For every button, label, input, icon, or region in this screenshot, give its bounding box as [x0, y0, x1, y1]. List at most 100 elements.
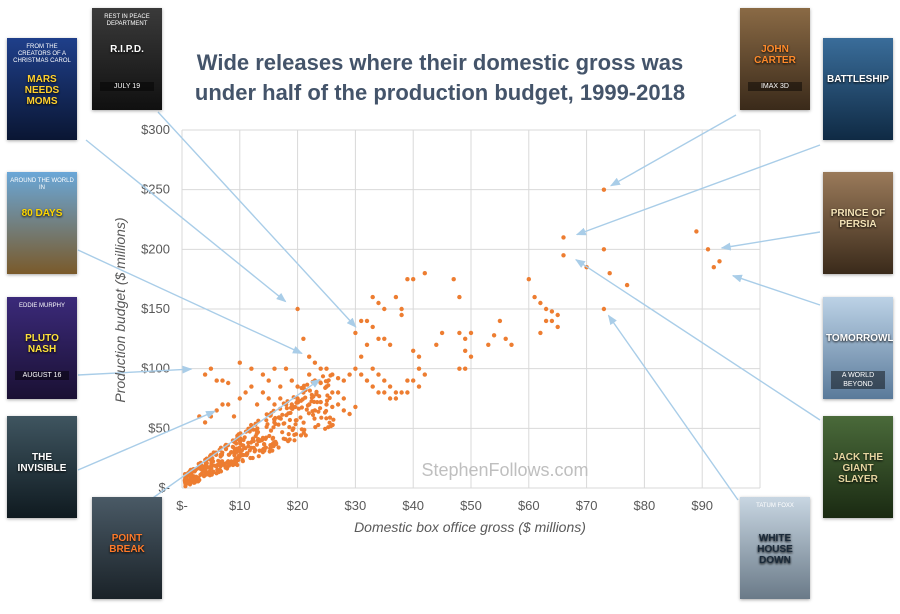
poster-battleship: BATTLESHIP — [823, 38, 893, 140]
y-tick-label: $200 — [141, 241, 170, 256]
y-tick-label: $100 — [141, 361, 170, 376]
poster-pluto-nash: EDDIE MURPHY PLUTO NASH AUGUST 16 — [7, 297, 77, 399]
poster-the-invisible: THE INVISIBLE — [7, 416, 77, 518]
data-point — [457, 294, 462, 300]
data-point — [238, 441, 243, 446]
data-point — [468, 330, 474, 336]
data-point — [182, 477, 188, 482]
x-axis-label: Domestic box office gross ($ millions) — [354, 519, 586, 535]
data-point — [555, 312, 560, 318]
data-point — [287, 417, 292, 423]
data-point — [370, 324, 375, 330]
annotation-arrow — [607, 314, 739, 501]
poster-jack-giant-slayer: JACK THE GIANT SLAYER — [823, 416, 893, 518]
data-point — [261, 446, 266, 451]
data-point — [286, 432, 291, 437]
annotation-arrow — [720, 231, 821, 251]
data-point — [382, 378, 387, 383]
data-point — [267, 433, 272, 439]
data-point — [231, 414, 237, 419]
data-point — [434, 342, 439, 347]
annotation-arrow — [77, 249, 303, 355]
poster-title: JACK THE GIANT SLAYER — [832, 452, 883, 485]
data-point — [272, 417, 277, 422]
data-point — [230, 462, 236, 468]
data-point — [228, 450, 234, 455]
data-point — [219, 452, 225, 457]
data-point — [220, 378, 225, 383]
data-point — [299, 405, 304, 410]
data-point — [316, 409, 321, 414]
chart-title: Wide releases where their domestic gross… — [170, 48, 710, 108]
data-point — [262, 442, 267, 447]
poster-mars-needs-moms: FROM THE CREATORS OF A CHRISTMAS CAROL MA… — [7, 38, 77, 140]
data-point — [240, 458, 245, 463]
data-point — [359, 354, 364, 359]
poster-title: TOMORROWLAND — [826, 333, 893, 344]
x-tick-label: $60 — [518, 498, 540, 513]
data-point — [538, 300, 543, 306]
title-line-1: Wide releases where their domestic gross… — [196, 50, 684, 75]
data-point — [268, 428, 274, 433]
data-point — [543, 306, 549, 312]
data-point — [323, 426, 328, 431]
data-point — [318, 399, 323, 405]
data-point — [214, 378, 219, 383]
data-point — [283, 366, 289, 371]
data-point — [370, 384, 375, 389]
data-point — [276, 445, 281, 450]
data-point — [324, 366, 329, 371]
data-point — [243, 446, 248, 451]
data-point — [289, 378, 294, 383]
annotation-arrow — [157, 111, 357, 328]
y-tick-label: $50 — [148, 420, 170, 435]
x-tick-label: $40 — [402, 498, 424, 513]
data-point — [422, 271, 427, 276]
data-point — [341, 408, 346, 413]
data-point — [532, 294, 537, 300]
data-point — [543, 318, 549, 324]
data-point — [405, 277, 410, 282]
data-point — [549, 318, 555, 324]
data-point — [214, 408, 219, 413]
data-point — [347, 411, 352, 417]
data-point — [294, 432, 299, 437]
data-point — [561, 253, 566, 258]
data-point — [280, 412, 285, 417]
y-tick-label: $250 — [141, 182, 170, 197]
data-point — [694, 229, 699, 234]
x-tick-label: $30 — [345, 498, 367, 513]
data-point — [601, 187, 607, 192]
data-point — [382, 306, 387, 312]
data-point — [364, 342, 370, 347]
x-tick-label: $50 — [460, 498, 482, 513]
data-point — [312, 360, 318, 365]
data-point — [468, 354, 474, 359]
data-point — [193, 476, 198, 481]
data-point — [264, 418, 269, 423]
data-point — [298, 415, 303, 420]
data-point — [341, 378, 346, 383]
data-point — [209, 472, 214, 477]
data-point — [624, 282, 630, 288]
data-point — [299, 427, 304, 432]
data-point — [307, 372, 312, 377]
data-point — [252, 449, 257, 454]
data-point — [393, 390, 399, 395]
data-point — [486, 342, 491, 347]
poster-title: PRINCE OF PERSIA — [830, 208, 886, 230]
poster-john-carter: JOHN CARTER IMAX 3D — [740, 8, 810, 110]
data-point — [327, 420, 332, 425]
data-point — [300, 397, 305, 402]
title-line-2: under half of the production budget, 199… — [194, 80, 686, 105]
data-point — [208, 414, 214, 419]
poster-badge: A WORLD BEYOND — [831, 371, 885, 389]
x-tick-label: $80 — [634, 498, 656, 513]
data-point — [242, 435, 247, 440]
data-point — [232, 447, 238, 453]
annotation-arrow — [610, 114, 737, 187]
data-point — [274, 442, 279, 447]
data-point — [246, 444, 251, 449]
data-point — [601, 306, 607, 312]
data-point — [244, 453, 249, 458]
